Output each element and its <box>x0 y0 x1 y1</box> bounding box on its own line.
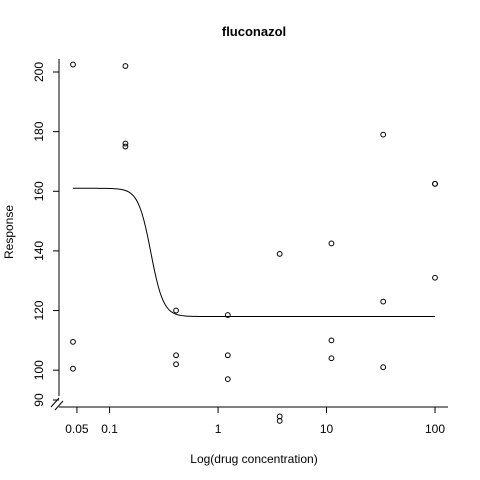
x-tick-label: 10 <box>320 422 334 436</box>
data-point <box>70 365 76 372</box>
x-tick-label: 1 <box>215 422 222 436</box>
fitted-curve-line <box>73 187 435 318</box>
y-tick-label: 160 <box>32 181 46 201</box>
data-point <box>328 240 335 247</box>
x-tick-label: 0.1 <box>101 422 118 436</box>
data-point <box>380 364 387 371</box>
x-tick-label: 0.05 <box>65 422 89 436</box>
data-point <box>173 361 179 368</box>
data-point <box>328 337 335 344</box>
data-points <box>70 61 438 424</box>
y-tick-label: 140 <box>32 241 46 261</box>
data-point <box>224 312 231 318</box>
y-tick-label: 200 <box>32 62 46 82</box>
data-point <box>122 140 129 147</box>
data-point <box>122 143 129 150</box>
x-axis-label: Log(drug concentration) <box>190 452 317 466</box>
data-point <box>432 274 438 281</box>
data-point <box>173 307 179 314</box>
y-tick-label: 100 <box>32 360 46 380</box>
data-point <box>173 352 179 359</box>
y-tick-label: 120 <box>32 300 46 320</box>
y-tick-label: 90 <box>32 393 46 407</box>
y-axis-label: Response <box>2 205 16 259</box>
data-point <box>122 63 129 69</box>
x-tick-label: 100 <box>425 422 445 436</box>
data-point <box>380 131 387 138</box>
data-point <box>224 376 231 383</box>
x-axis-ticks: 0.05 0.1 1 10 100 <box>65 407 445 436</box>
data-point <box>276 417 283 424</box>
chart-title: fluconazol <box>222 24 286 39</box>
data-point <box>224 352 231 359</box>
data-point <box>328 355 335 362</box>
data-point <box>70 338 76 345</box>
data-point <box>70 61 76 68</box>
data-point <box>380 298 387 305</box>
y-tick-label: 180 <box>32 121 46 141</box>
data-point <box>432 180 438 187</box>
y-axis-ticks: 90 100 120 140 160 180 200 <box>32 62 59 407</box>
data-point <box>276 250 283 257</box>
